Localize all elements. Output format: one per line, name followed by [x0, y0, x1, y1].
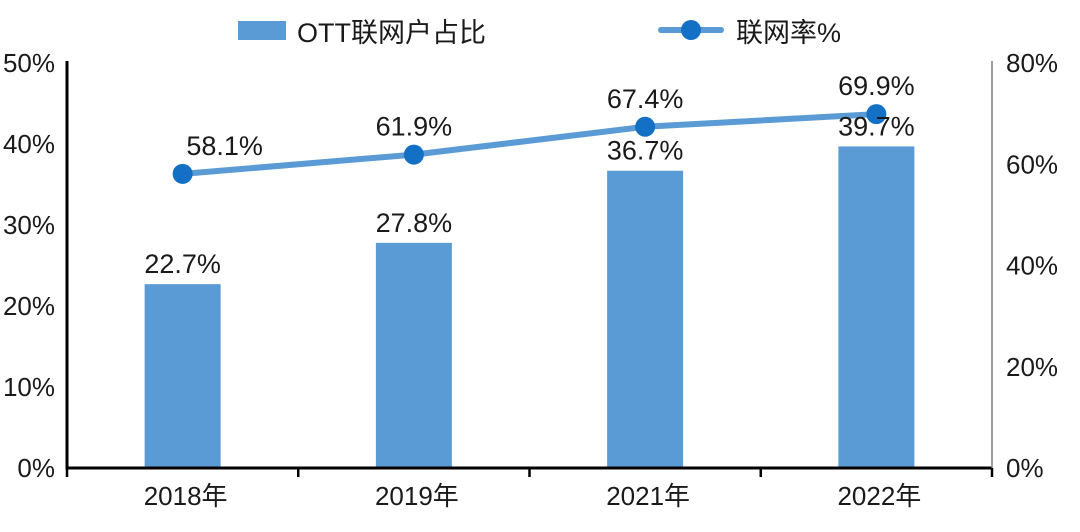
bar-data-label: 27.8% — [376, 208, 453, 238]
line-marker — [172, 163, 193, 184]
chart-legend: OTT联网户占比 联网率% — [0, 12, 1080, 52]
line-data-label: 58.1% — [186, 131, 263, 161]
left-axis-tick-label: 0% — [17, 453, 55, 483]
left-axis-tick-label: 40% — [3, 129, 55, 159]
bar-series-swatch-icon — [238, 20, 286, 40]
line-marker-icon — [681, 20, 701, 40]
left-axis-tick-label: 30% — [3, 210, 55, 240]
right-axis-tick-label: 80% — [1006, 48, 1058, 78]
right-axis-tick-label: 20% — [1006, 352, 1058, 382]
right-axis-tick-label: 60% — [1006, 149, 1058, 179]
line-series-path — [179, 111, 880, 177]
bar-data-label: 39.7% — [838, 111, 915, 141]
x-axis-category-label: 2019年 — [375, 481, 459, 511]
bar-data-label: 22.7% — [144, 249, 221, 279]
bar — [375, 242, 452, 468]
line-data-label: 67.4% — [607, 84, 684, 114]
left-axis-tick-label: 50% — [3, 48, 55, 78]
legend-label-line-series: 联网率% — [736, 17, 842, 48]
legend-item-line-series: 联网率% — [658, 12, 841, 48]
line-data-label: 69.9% — [838, 71, 915, 101]
x-axis-category-label: 2022年 — [837, 481, 921, 511]
line-marker — [635, 116, 656, 137]
x-axis-category-label: 2018年 — [144, 481, 228, 511]
x-axis-category-label: 2021年 — [606, 481, 690, 511]
right-axis-tick-label: 0% — [1006, 453, 1044, 483]
line-marker — [403, 144, 424, 165]
right-axis-tick-label: 40% — [1006, 251, 1058, 281]
left-axis-tick-label: 10% — [3, 372, 55, 402]
legend-label-bar-series: OTT联网户占比 — [297, 17, 486, 48]
legend-item-bar-series: OTT联网户占比 — [238, 12, 486, 48]
bar — [838, 146, 915, 468]
line-series-swatch-icon — [658, 20, 724, 40]
line-marker — [866, 104, 887, 125]
bar — [607, 170, 684, 469]
bar — [144, 284, 221, 468]
bar-data-label: 36.7% — [607, 136, 684, 166]
line-data-label: 61.9% — [376, 112, 453, 142]
left-axis-tick-label: 20% — [3, 291, 55, 321]
